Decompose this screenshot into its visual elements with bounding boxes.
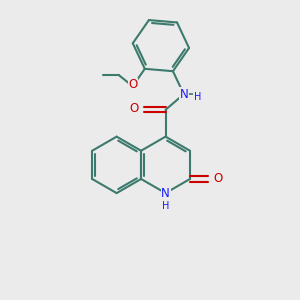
Text: H: H bbox=[162, 201, 169, 211]
Text: N: N bbox=[179, 88, 188, 101]
Text: N: N bbox=[161, 187, 170, 200]
Text: H: H bbox=[194, 92, 201, 102]
Text: O: O bbox=[130, 102, 139, 115]
Text: O: O bbox=[128, 78, 137, 91]
Text: O: O bbox=[214, 172, 223, 185]
